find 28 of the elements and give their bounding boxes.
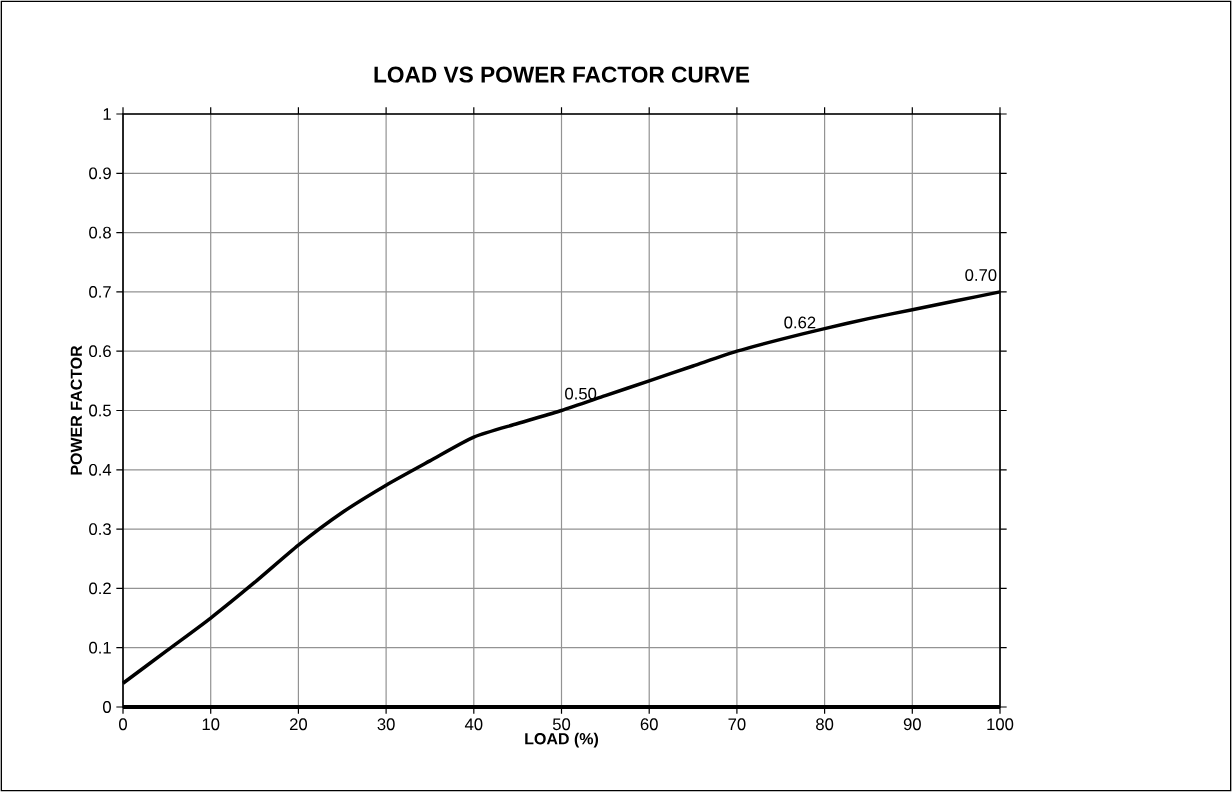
y-tick-label: 0.3 xyxy=(89,523,111,535)
x-axis-title: LOAD (%) xyxy=(525,732,599,748)
x-tick-label: 50 xyxy=(552,718,571,731)
x-tick-label: 90 xyxy=(903,718,921,731)
annotation: 0.70 xyxy=(965,269,997,281)
y-tick-label: 0.2 xyxy=(89,582,111,595)
y-tick-label: 0.9 xyxy=(89,167,111,180)
annotation: 0.62 xyxy=(784,316,816,329)
chart-title: LOAD VS POWER FACTOR CURVE xyxy=(374,66,750,83)
y-tick-label: 0.7 xyxy=(89,286,111,298)
x-tick-label: 10 xyxy=(202,718,220,731)
y-tick-label: 0.5 xyxy=(89,404,111,417)
x-tick-label: 80 xyxy=(816,718,834,731)
x-tick-label: 30 xyxy=(377,718,395,731)
x-tick-label: 60 xyxy=(640,718,658,731)
x-tick-label: 100 xyxy=(987,718,1014,731)
x-tick-label: 20 xyxy=(289,718,308,731)
x-tick-label: 0 xyxy=(119,718,127,731)
y-tick-label: 0 xyxy=(103,701,111,713)
y-tick-label: 1 xyxy=(103,108,111,120)
y-tick-label: 0.4 xyxy=(89,463,112,476)
x-tick-label: 70 xyxy=(728,718,746,731)
y-tick-label: 0.1 xyxy=(89,641,111,654)
annotation: 0.50 xyxy=(565,387,597,400)
y-tick-label: 0.6 xyxy=(89,345,111,358)
y-axis-title: POWER FACTOR xyxy=(70,345,82,475)
x-tick-label: 40 xyxy=(464,718,483,731)
y-tick-label: 0.8 xyxy=(89,226,111,239)
